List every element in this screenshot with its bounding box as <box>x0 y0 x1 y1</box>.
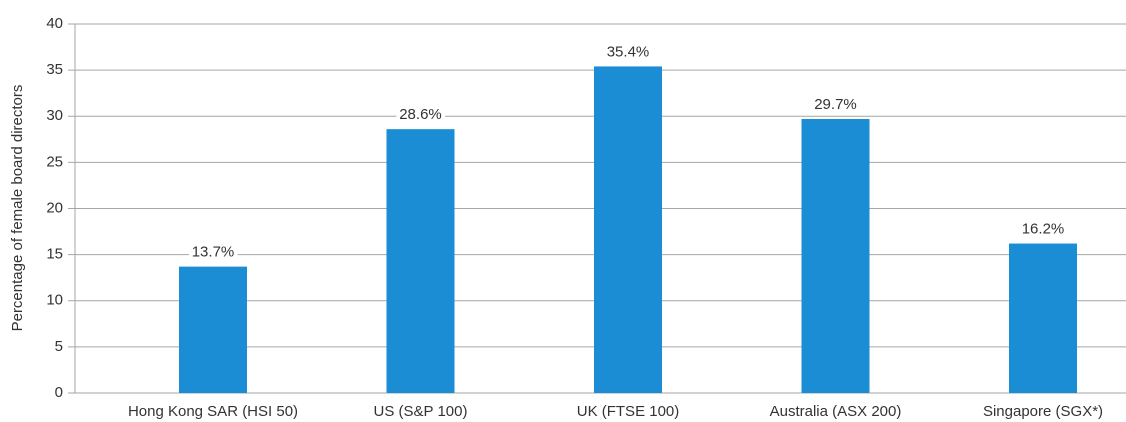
x-tick-label: Singapore (SGX*) <box>983 403 1103 420</box>
value-label: 35.4% <box>607 43 650 60</box>
y-tick-label: 35 <box>46 61 63 78</box>
y-tick-label: 15 <box>46 246 63 263</box>
x-tick-label: UK (FTSE 100) <box>577 403 680 420</box>
y-tick-label: 0 <box>55 384 63 401</box>
y-tick-label: 25 <box>46 153 63 170</box>
bar <box>801 119 870 393</box>
bar <box>386 129 455 394</box>
bar <box>594 66 662 393</box>
x-tick-label: Hong Kong SAR (HSI 50) <box>128 403 298 420</box>
x-tick-label: Australia (ASX 200) <box>770 403 902 420</box>
y-tick-label: 20 <box>46 199 63 216</box>
y-tick-label: 10 <box>46 292 63 309</box>
value-label: 29.7% <box>814 96 857 113</box>
y-tick-label: 5 <box>55 338 63 355</box>
bar <box>1009 243 1077 393</box>
y-tick-label: 40 <box>46 15 63 32</box>
value-label: 13.7% <box>192 244 235 261</box>
bar <box>179 266 247 393</box>
value-label: 28.6% <box>399 106 442 123</box>
value-label: 16.2% <box>1022 221 1065 238</box>
y-axis-label: Percentage of female board directors <box>9 85 26 332</box>
x-tick-label: US (S&P 100) <box>374 403 468 420</box>
y-tick-label: 30 <box>46 107 63 124</box>
